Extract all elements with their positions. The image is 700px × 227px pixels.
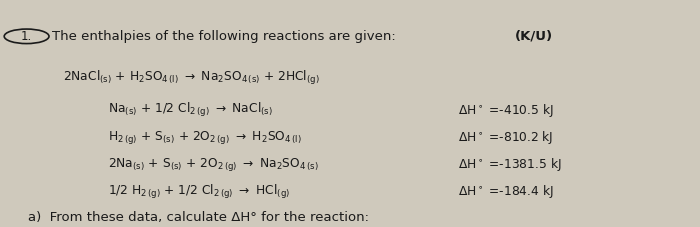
Text: Na$_\mathsf{(s)}$ + 1/2 Cl$_\mathsf{2\,(g)}$ $\rightarrow$ NaCl$_\mathsf{(s)}$: Na$_\mathsf{(s)}$ + 1/2 Cl$_\mathsf{2\,(… xyxy=(108,101,274,119)
Text: $\Delta$H$^\circ$ =-410.5 kJ: $\Delta$H$^\circ$ =-410.5 kJ xyxy=(458,102,554,118)
Text: The enthalpies of the following reactions are given:: The enthalpies of the following reaction… xyxy=(52,30,396,43)
Text: H$_\mathsf{2\,(g)}$ + S$_\mathsf{(s)}$ + 2O$_\mathsf{2\,(g)}$ $\rightarrow$ H$_\: H$_\mathsf{2\,(g)}$ + S$_\mathsf{(s)}$ +… xyxy=(108,129,302,146)
Text: (K/U): (K/U) xyxy=(514,30,552,43)
Text: $\Delta$H$^\circ$ =-184.4 kJ: $\Delta$H$^\circ$ =-184.4 kJ xyxy=(458,183,554,200)
Text: $\Delta$H$^\circ$ =-1381.5 kJ: $\Delta$H$^\circ$ =-1381.5 kJ xyxy=(458,156,562,173)
Text: 1/2 H$_\mathsf{2\,(g)}$ + 1/2 Cl$_\mathsf{2\,(g)}$ $\rightarrow$ HCl$_\mathsf{(g: 1/2 H$_\mathsf{2\,(g)}$ + 1/2 Cl$_\maths… xyxy=(108,183,290,201)
Text: 1.: 1. xyxy=(21,30,32,43)
Text: 2Na$_\mathsf{(s)}$ + S$_\mathsf{(s)}$ + 2O$_\mathsf{2\,(g)}$ $\rightarrow$ Na$_\: 2Na$_\mathsf{(s)}$ + S$_\mathsf{(s)}$ + … xyxy=(108,156,319,173)
Text: a)  From these data, calculate ΔH° for the reaction:: a) From these data, calculate ΔH° for th… xyxy=(28,211,369,225)
Text: $\Delta$H$^\circ$ =-810.2 kJ: $\Delta$H$^\circ$ =-810.2 kJ xyxy=(458,129,554,146)
Text: 2NaCl$_\mathsf{(s)}$ + H$_\mathsf{2}$SO$_\mathsf{4\,(l)}$ $\rightarrow$ Na$_\mat: 2NaCl$_\mathsf{(s)}$ + H$_\mathsf{2}$SO$… xyxy=(63,69,320,87)
